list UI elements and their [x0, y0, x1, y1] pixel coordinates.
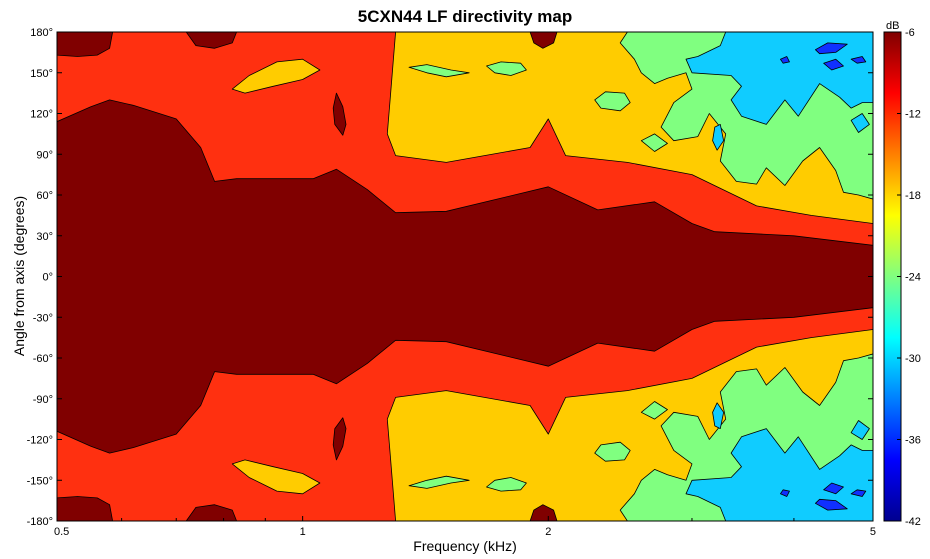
y-axis-ticks: 180° 150° 120° 90° 60° 30° 0° -30° -60° -90° -120°… — [27, 27, 53, 528]
colorbar-tick-label: -36 — [905, 435, 921, 447]
colorbar-tick-label: -6 — [905, 27, 915, 39]
island-darkred-0p8k-mirror — [185, 504, 237, 521]
island-yellow-0p9k — [231, 58, 321, 94]
x-tick-label: 0.5 — [54, 526, 69, 538]
y-tick-label: 90° — [36, 149, 53, 161]
y-tick-label: 0° — [42, 272, 53, 284]
y-axis-label: Angle from axis (degrees) — [11, 196, 27, 356]
island-yellow-0p9k-mirror — [231, 459, 321, 495]
colorbar-ticks: -6 -12 -18 -24 -30 -36 -42 — [897, 27, 921, 528]
island-cyan-4p8k-mirror — [850, 420, 870, 440]
colorbar-tick-label: -12 — [905, 109, 921, 121]
y-tick-label: -120° — [27, 435, 53, 447]
contour-blue-island-3-mirror — [780, 489, 790, 497]
island-darkred-2k — [529, 32, 558, 49]
contour-cyan-upper-mirror — [685, 428, 873, 521]
y-tick-label: -60° — [33, 353, 53, 365]
island-cyan-3p2k-mirror — [712, 402, 724, 429]
x-tick-label: 5 — [870, 526, 876, 538]
contour-blue-island-2-mirror — [850, 489, 867, 497]
plot-frame — [56, 31, 874, 522]
x-axis-ticks: 0.5 1 2 5 — [54, 526, 876, 538]
colorbar-unit-label: dB — [886, 20, 899, 32]
contour-blue-island-0 — [815, 42, 848, 55]
contour-blue-island-0-mirror — [815, 498, 848, 511]
y-tick-label: 180° — [30, 27, 53, 39]
island-darkred-left — [57, 32, 113, 57]
plot-area — [56, 31, 874, 522]
island-darkred-0p8k — [185, 32, 237, 49]
island-green-1p8k-mirror — [486, 477, 527, 492]
y-tick-label: -30° — [33, 312, 53, 324]
island-green-1p4k-mirror — [408, 475, 470, 489]
colorbar-tick-label: -18 — [905, 190, 921, 202]
contour-cyan-upper — [685, 32, 873, 125]
contour-blue-island-1-mirror — [823, 482, 844, 495]
y-tick-label: 150° — [30, 68, 53, 80]
contour-regions — [57, 32, 873, 521]
y-tick-label: -90° — [33, 394, 53, 406]
y-tick-label: 60° — [36, 190, 53, 202]
y-tick-label: 30° — [36, 231, 53, 243]
island-green-1p8k — [486, 61, 527, 76]
colorbar-tick-label: -42 — [905, 516, 921, 528]
y-tick-label: 120° — [30, 109, 53, 121]
island-green-2p4k — [594, 91, 631, 112]
island-green-2p7k — [640, 133, 668, 152]
x-tick-label: 2 — [545, 526, 551, 538]
contour-blue-island-3 — [780, 56, 790, 64]
x-axis-label: Frequency (kHz) — [413, 538, 516, 554]
island-green-1p4k — [408, 64, 470, 78]
island-darkred-2k-mirror — [529, 504, 558, 521]
colorbar-tick-label: -24 — [905, 272, 921, 284]
island-darkred-left-mirror — [57, 496, 113, 521]
x-tick-label: 1 — [300, 526, 306, 538]
colorbar-tick-label: -30 — [905, 353, 921, 365]
contour-blue-island-2 — [850, 56, 867, 64]
chart-title: 5CXN44 LF directivity map — [358, 7, 572, 26]
island-green-2p4k-mirror — [594, 441, 631, 462]
island-cyan-4p8k — [850, 113, 870, 133]
contour-blue-island-1 — [823, 58, 844, 71]
island-darkred-1p1k — [332, 92, 347, 136]
colorbar: dB -6 -12 -18 -24 -30 -36 -42 — [883, 20, 921, 528]
y-tick-label: -150° — [27, 475, 53, 487]
island-darkred-1p1k-mirror — [332, 417, 347, 461]
island-cyan-3p2k — [712, 124, 724, 151]
island-green-2p7k-mirror — [640, 401, 668, 420]
y-tick-label: -180° — [27, 516, 53, 528]
